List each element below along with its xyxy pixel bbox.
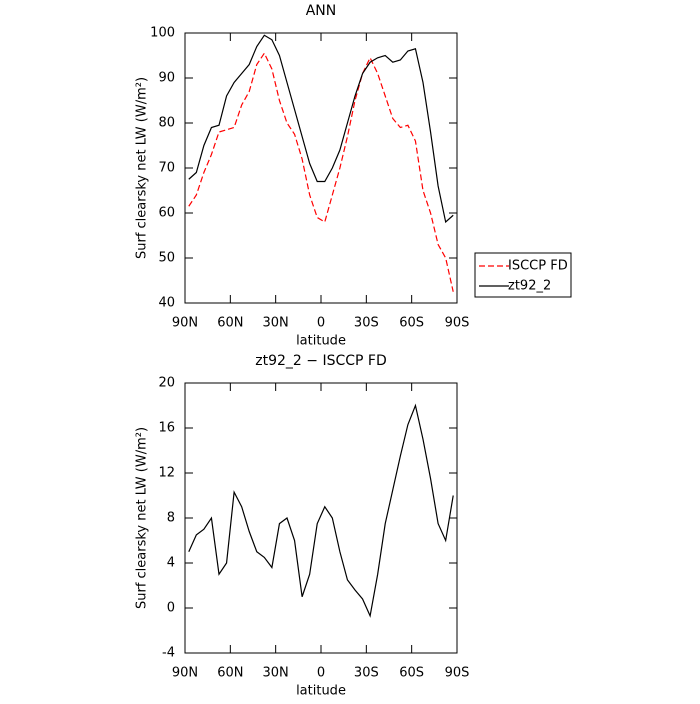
x-tick-label: 60N <box>217 666 243 681</box>
x-tick-label: 30N <box>263 316 289 331</box>
y-axis-label: Surf clearsky net LW (W/m²) <box>135 77 150 259</box>
legend-label: zt92_2 <box>508 279 551 294</box>
x-tick-label: 30N <box>263 666 289 681</box>
y-tick-label: 20 <box>158 376 175 391</box>
chart-title: ANN <box>306 3 337 19</box>
y-tick-label: 40 <box>158 296 175 311</box>
y-tick-label: 100 <box>150 26 175 41</box>
y-tick-label: 60 <box>158 206 175 221</box>
legend-box <box>474 252 572 298</box>
x-tick-label: 0 <box>317 316 325 331</box>
x-tick-label: 60S <box>399 666 424 681</box>
data-line <box>188 34 454 224</box>
y-tick-label: 70 <box>158 161 175 176</box>
x-axis-label: latitude <box>296 684 346 699</box>
x-tick-label: 90N <box>172 666 198 681</box>
x-axis-label: latitude <box>296 334 346 349</box>
x-tick-label: 90S <box>445 666 470 681</box>
plot-frame <box>184 382 458 654</box>
legend-label: ISCCP FD <box>508 259 568 274</box>
chart-title: zt92_2 − ISCCP FD <box>255 353 386 369</box>
x-tick-label: 0 <box>317 666 325 681</box>
x-tick-label: 60S <box>399 316 424 331</box>
y-tick-label: -4 <box>162 646 175 661</box>
x-tick-label: 30S <box>354 666 379 681</box>
y-axis-label: Surf clearsky net LW (W/m²) <box>135 427 150 609</box>
x-tick-label: 90S <box>445 316 470 331</box>
y-tick-label: 0 <box>167 601 175 616</box>
y-tick-label: 8 <box>167 511 175 526</box>
y-tick-label: 80 <box>158 116 175 131</box>
y-tick-label: 12 <box>158 466 175 481</box>
x-tick-label: 30S <box>354 316 379 331</box>
y-tick-label: 4 <box>167 556 175 571</box>
plot-frame <box>184 32 458 304</box>
y-tick-label: 50 <box>158 251 175 266</box>
x-tick-label: 90N <box>172 316 198 331</box>
data-line <box>188 403 454 618</box>
y-tick-label: 90 <box>158 71 175 86</box>
x-tick-label: 60N <box>217 316 243 331</box>
data-line <box>188 52 454 292</box>
y-tick-label: 16 <box>158 421 175 436</box>
